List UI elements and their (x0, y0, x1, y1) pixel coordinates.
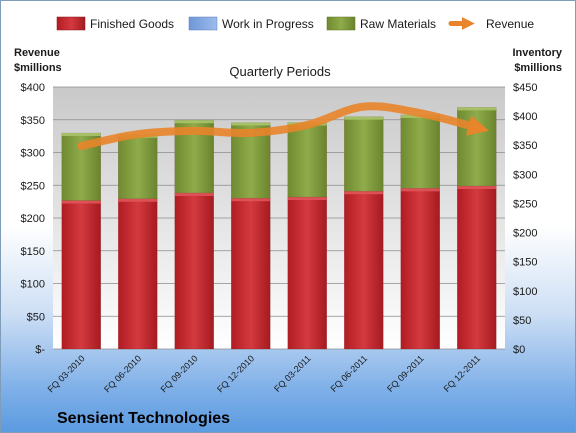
legend-swatch-work-in-progress (188, 16, 218, 31)
x-tick-label: FQ 03-2011 (272, 353, 313, 394)
legend-item-work-in-progress[interactable]: Work in Progress (188, 16, 314, 31)
legend-label-raw-materials: Raw Materials (360, 17, 436, 31)
right-tick-label: $50 (513, 315, 531, 327)
legend-label-work-in-progress: Work in Progress (222, 17, 314, 31)
bar-raw-materials (457, 107, 497, 187)
bar-top-highlight (231, 122, 271, 126)
bar-finished-goods (118, 198, 158, 350)
x-tick-label: FQ 06-2011 (329, 353, 370, 394)
bar-top-highlight (457, 185, 497, 189)
right-tick-label: $400 (513, 111, 537, 123)
bar-finished-goods (287, 196, 327, 350)
right-tick-label: $200 (513, 228, 537, 240)
bar-raw-materials (344, 116, 384, 192)
bar-top-highlight (231, 198, 271, 202)
bar-top-highlight (174, 192, 214, 196)
right-tick-label: $0 (513, 344, 525, 356)
bar-finished-goods (231, 197, 271, 350)
right-tick-label: $350 (513, 140, 537, 152)
legend-item-revenue[interactable]: Revenue (448, 17, 534, 31)
left-tick-label: $100 (21, 279, 45, 291)
x-tick-label: FQ 12-2010 (215, 353, 256, 394)
bar-finished-goods (400, 188, 440, 350)
right-tick-label: $150 (513, 257, 537, 269)
x-tick-label: FQ 06-2010 (102, 353, 143, 394)
left-axis-title-line1: Revenue (14, 47, 60, 59)
right-axis-title-line2: $millions (514, 62, 562, 74)
revenue-line (77, 102, 489, 150)
x-axis-ticks: FQ 03-2010 FQ 06-2010 FQ 09-2010 FQ 12-2010… (46, 353, 483, 394)
bar-raw-materials (287, 122, 327, 198)
legend-item-raw-materials[interactable]: Raw Materials (326, 16, 436, 31)
chart-title: Quarterly Periods (229, 64, 331, 79)
bar-raw-materials (400, 114, 440, 189)
right-tick-label: $450 (513, 82, 537, 94)
right-tick-label: $300 (513, 169, 537, 181)
revenue-line-layer (77, 102, 489, 150)
left-tick-label: $200 (21, 213, 45, 225)
left-axis-ticks: $- $50 $100 $150 $200 $250 $300 $350 $400 (21, 82, 46, 356)
legend-swatch-raw-materials (326, 16, 356, 31)
x-tick-label: FQ 09-2010 (159, 353, 200, 394)
left-tick-label: $- (35, 344, 45, 356)
company-name: Sensient Technologies (57, 410, 230, 427)
x-tick-label: FQ 09-2011 (385, 353, 426, 394)
bar-raw-materials (118, 134, 158, 200)
legend: Finished Goods Work in Progress Raw Mate… (56, 16, 534, 31)
bar-top-highlight (457, 107, 497, 111)
bar-top-highlight (287, 197, 327, 201)
left-tick-label: $300 (21, 148, 45, 160)
left-tick-label: $250 (21, 180, 45, 192)
left-tick-label: $50 (27, 311, 45, 323)
bar-top-highlight (118, 198, 158, 202)
bar-top-highlight (344, 116, 384, 120)
bars (61, 107, 497, 350)
x-tick-label: FQ 12-2011 (442, 353, 483, 394)
legend-label-finished-goods: Finished Goods (90, 17, 174, 31)
legend-label-revenue: Revenue (486, 17, 534, 31)
legend-swatch-finished-goods (56, 16, 86, 31)
left-tick-label: $400 (21, 82, 45, 94)
left-axis-title-line2: $millions (14, 62, 62, 74)
bar-top-highlight (344, 191, 384, 195)
legend-item-finished-goods[interactable]: Finished Goods (56, 16, 174, 31)
bar-finished-goods (457, 185, 497, 350)
bar-top-highlight (61, 132, 101, 136)
right-tick-label: $100 (513, 286, 537, 298)
bar-finished-goods (61, 200, 101, 350)
left-tick-label: $150 (21, 246, 45, 258)
right-axis-ticks: $0 $50 $100 $150 $200 $250 $300 $350 $400 $450 (513, 82, 537, 356)
bar-finished-goods (174, 192, 214, 350)
bar-top-highlight (400, 188, 440, 192)
bar-top-highlight (61, 200, 101, 204)
left-tick-label: $350 (21, 115, 45, 127)
x-tick-label: FQ 03-2010 (46, 353, 87, 394)
bar-top-highlight (174, 120, 214, 124)
bar-finished-goods (344, 190, 384, 350)
right-tick-label: $250 (513, 198, 537, 210)
right-axis-title-line1: Inventory (512, 47, 562, 59)
